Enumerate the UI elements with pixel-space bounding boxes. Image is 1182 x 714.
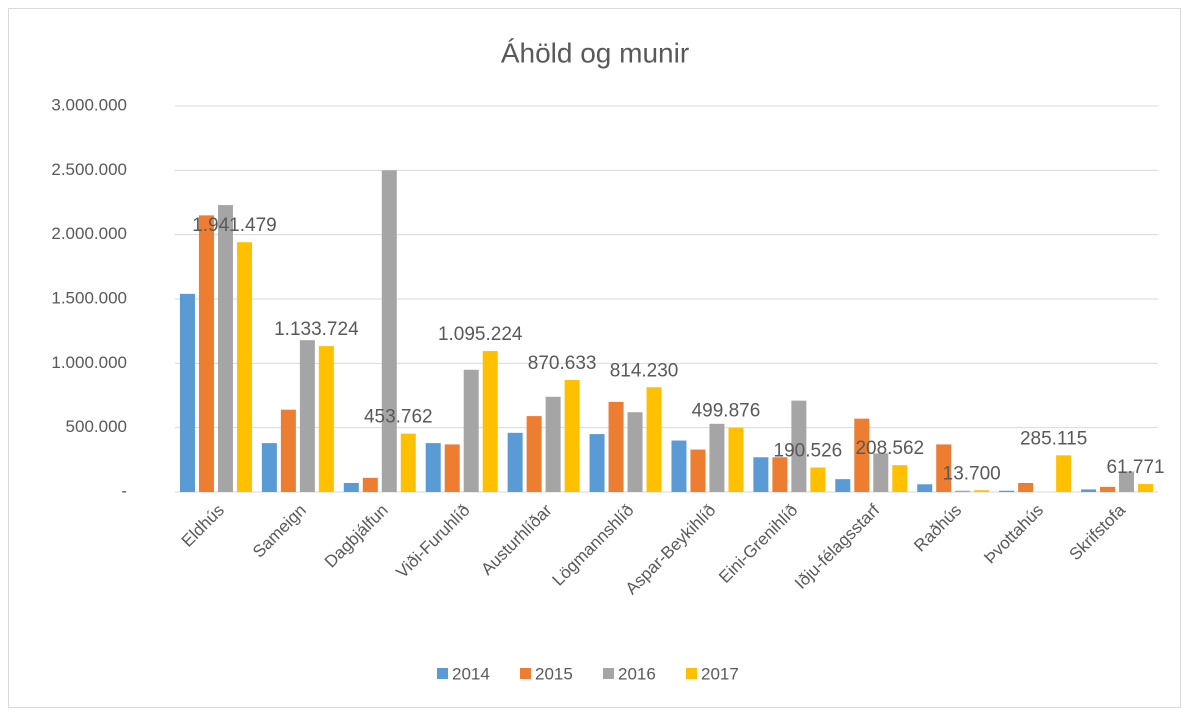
data-label: 499.876 — [692, 401, 761, 422]
bar — [261, 443, 277, 492]
legend-swatch — [520, 668, 531, 679]
bar — [236, 242, 252, 492]
data-label: 1.941.479 — [192, 215, 277, 236]
bar — [362, 477, 378, 492]
y-tick-label: 500.000 — [66, 417, 127, 436]
bar — [299, 340, 315, 492]
y-tick-label: 2.000.000 — [51, 224, 127, 243]
bar — [999, 490, 1015, 492]
bar — [892, 465, 908, 492]
bar — [1056, 455, 1072, 492]
data-label: 1.095.224 — [438, 324, 523, 345]
bar — [545, 396, 561, 492]
bar — [526, 416, 542, 492]
bar — [1119, 471, 1135, 492]
bar — [198, 215, 214, 492]
bar — [564, 379, 580, 492]
bar — [1081, 489, 1097, 492]
bar — [854, 418, 870, 492]
bar — [381, 170, 397, 493]
bar — [507, 432, 523, 492]
data-label: 453.762 — [364, 407, 433, 428]
legend-swatch — [603, 668, 614, 679]
bar — [280, 409, 296, 492]
bar — [709, 423, 725, 492]
bar — [835, 479, 851, 492]
data-label: 285.115 — [1020, 428, 1087, 449]
bar — [444, 444, 460, 492]
bar — [753, 457, 769, 492]
y-tick-label: 2.500.000 — [51, 160, 127, 179]
bar — [627, 412, 643, 492]
bar — [179, 293, 195, 492]
data-label: 1.133.724 — [274, 319, 359, 340]
bar — [936, 444, 952, 492]
legend-label: 2017 — [701, 664, 739, 683]
y-tick-label: 3.000.000 — [51, 95, 127, 114]
chart-title: Áhöld og munir — [501, 37, 689, 68]
bar — [671, 440, 687, 492]
bar — [608, 401, 624, 492]
bar — [646, 387, 662, 492]
y-tick-label: 1.000.000 — [51, 353, 127, 372]
bar — [1100, 486, 1116, 492]
bar — [425, 443, 441, 492]
bar — [728, 427, 744, 492]
legend-label: 2015 — [535, 664, 573, 683]
bar — [1138, 484, 1154, 492]
bar — [873, 453, 889, 492]
bar — [1018, 482, 1034, 492]
legend-swatch — [686, 668, 697, 679]
bar — [463, 369, 479, 492]
bar — [217, 205, 233, 492]
bar — [955, 490, 971, 492]
data-label: 208.562 — [855, 438, 924, 459]
bar — [690, 449, 706, 492]
bar — [343, 482, 359, 492]
data-label: 814.230 — [610, 360, 679, 381]
y-tick-label: 1.500.000 — [51, 288, 127, 307]
data-label: 190.526 — [774, 441, 843, 462]
bar — [810, 467, 826, 492]
bar — [400, 433, 416, 492]
data-label: 61.771 — [1106, 457, 1164, 478]
bar — [318, 346, 334, 492]
bar — [974, 490, 990, 492]
bar — [917, 484, 933, 492]
legend-label: 2014 — [452, 664, 490, 683]
bar — [482, 351, 498, 492]
y-tick-label: - — [121, 481, 127, 500]
bar — [772, 457, 788, 492]
data-label: 870.633 — [528, 353, 597, 374]
bar — [791, 400, 807, 492]
legend-label: 2016 — [618, 664, 656, 683]
legend-swatch — [437, 668, 448, 679]
bar — [589, 434, 605, 492]
data-label: 13.700 — [943, 463, 1001, 484]
